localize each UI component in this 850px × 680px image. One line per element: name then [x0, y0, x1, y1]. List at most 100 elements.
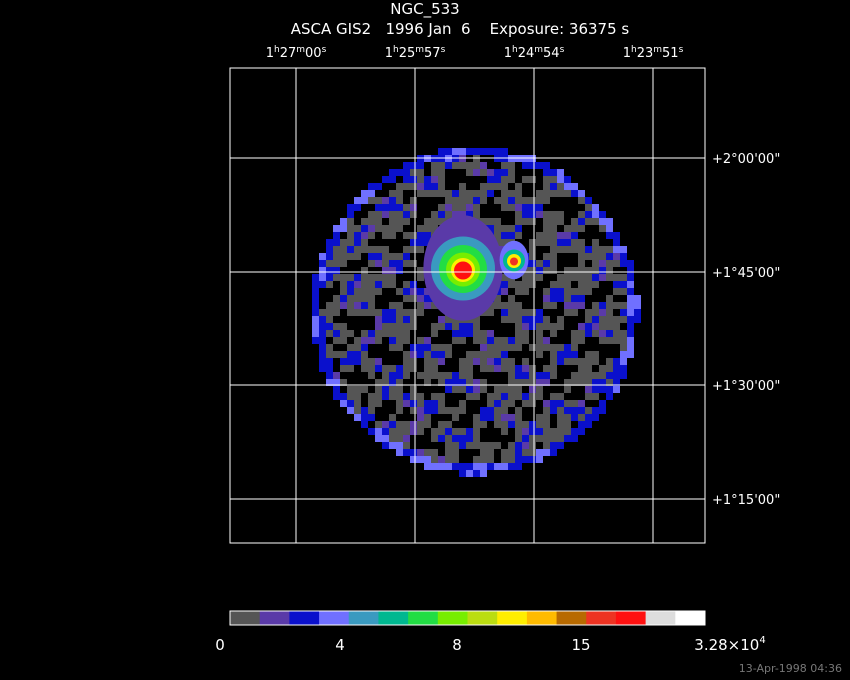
pixel [452, 323, 459, 330]
pixel [361, 323, 368, 330]
pixel [606, 253, 613, 260]
pixel [564, 302, 571, 309]
pixel [536, 302, 543, 309]
pixel [529, 225, 536, 232]
pixel [326, 344, 333, 351]
pixel [599, 239, 606, 246]
pixel [564, 435, 571, 442]
pixel [445, 449, 452, 456]
pixel [431, 463, 438, 470]
pixel [606, 351, 613, 358]
pixel [312, 330, 319, 337]
pixel [361, 281, 368, 288]
pixel [410, 225, 417, 232]
pixel [529, 365, 536, 372]
pixel [396, 288, 403, 295]
pixel [438, 442, 445, 449]
pixel [466, 386, 473, 393]
pixel [592, 379, 599, 386]
pixel [354, 358, 361, 365]
pixel [501, 365, 508, 372]
pixel [508, 449, 515, 456]
pixel [501, 302, 508, 309]
pixel [410, 379, 417, 386]
pixel [550, 316, 557, 323]
pixel [522, 421, 529, 428]
pixel [452, 414, 459, 421]
pixel [620, 309, 627, 316]
pixel [529, 428, 536, 435]
pixel [431, 211, 438, 218]
pixel [382, 204, 389, 211]
pixel [515, 176, 522, 183]
pixel [508, 393, 515, 400]
pixel [536, 169, 543, 176]
pixel [501, 344, 508, 351]
pixel [599, 260, 606, 267]
pixel [410, 176, 417, 183]
pixel [536, 288, 543, 295]
pixel [480, 386, 487, 393]
pixel [424, 400, 431, 407]
pixel [571, 358, 578, 365]
pixel [466, 162, 473, 169]
pixel [578, 190, 585, 197]
pixel [564, 330, 571, 337]
pixel [473, 449, 480, 456]
pixel [375, 246, 382, 253]
pixel [361, 295, 368, 302]
ra-part: h [274, 45, 280, 55]
pixel [522, 218, 529, 225]
ra-part: s [322, 45, 327, 55]
pixel [382, 351, 389, 358]
pixel [438, 218, 445, 225]
pixel [550, 414, 557, 421]
pixel [473, 442, 480, 449]
pixel [599, 281, 606, 288]
pixel [578, 246, 585, 253]
pixel [557, 169, 564, 176]
pixel [592, 358, 599, 365]
pixel [424, 183, 431, 190]
pixel [459, 169, 466, 176]
pixel [424, 295, 431, 302]
pixel [571, 428, 578, 435]
pixel [459, 400, 466, 407]
pixel [340, 358, 347, 365]
pixel [585, 260, 592, 267]
pixel [494, 302, 501, 309]
pixel [417, 351, 424, 358]
pixel [543, 169, 550, 176]
pixel [361, 288, 368, 295]
pixel [585, 414, 592, 421]
pixel [543, 316, 550, 323]
pixel [536, 421, 543, 428]
pixel [445, 365, 452, 372]
pixel [550, 358, 557, 365]
pixel [466, 204, 473, 211]
pixel [515, 218, 522, 225]
pixel [417, 386, 424, 393]
pixel [473, 428, 480, 435]
pixel [417, 169, 424, 176]
pixel [515, 316, 522, 323]
pixel [543, 386, 550, 393]
pixel [620, 344, 627, 351]
pixel [396, 253, 403, 260]
pixel [347, 393, 354, 400]
pixel [417, 393, 424, 400]
pixel [536, 407, 543, 414]
pixel [340, 365, 347, 372]
pixel [382, 414, 389, 421]
pixel [557, 232, 564, 239]
pixel [564, 337, 571, 344]
pixel [417, 456, 424, 463]
pixel [410, 302, 417, 309]
pixel [606, 274, 613, 281]
pixel [571, 393, 578, 400]
pixel [438, 358, 445, 365]
pixel [571, 330, 578, 337]
pixel [375, 309, 382, 316]
pixel [361, 225, 368, 232]
pixel [424, 386, 431, 393]
